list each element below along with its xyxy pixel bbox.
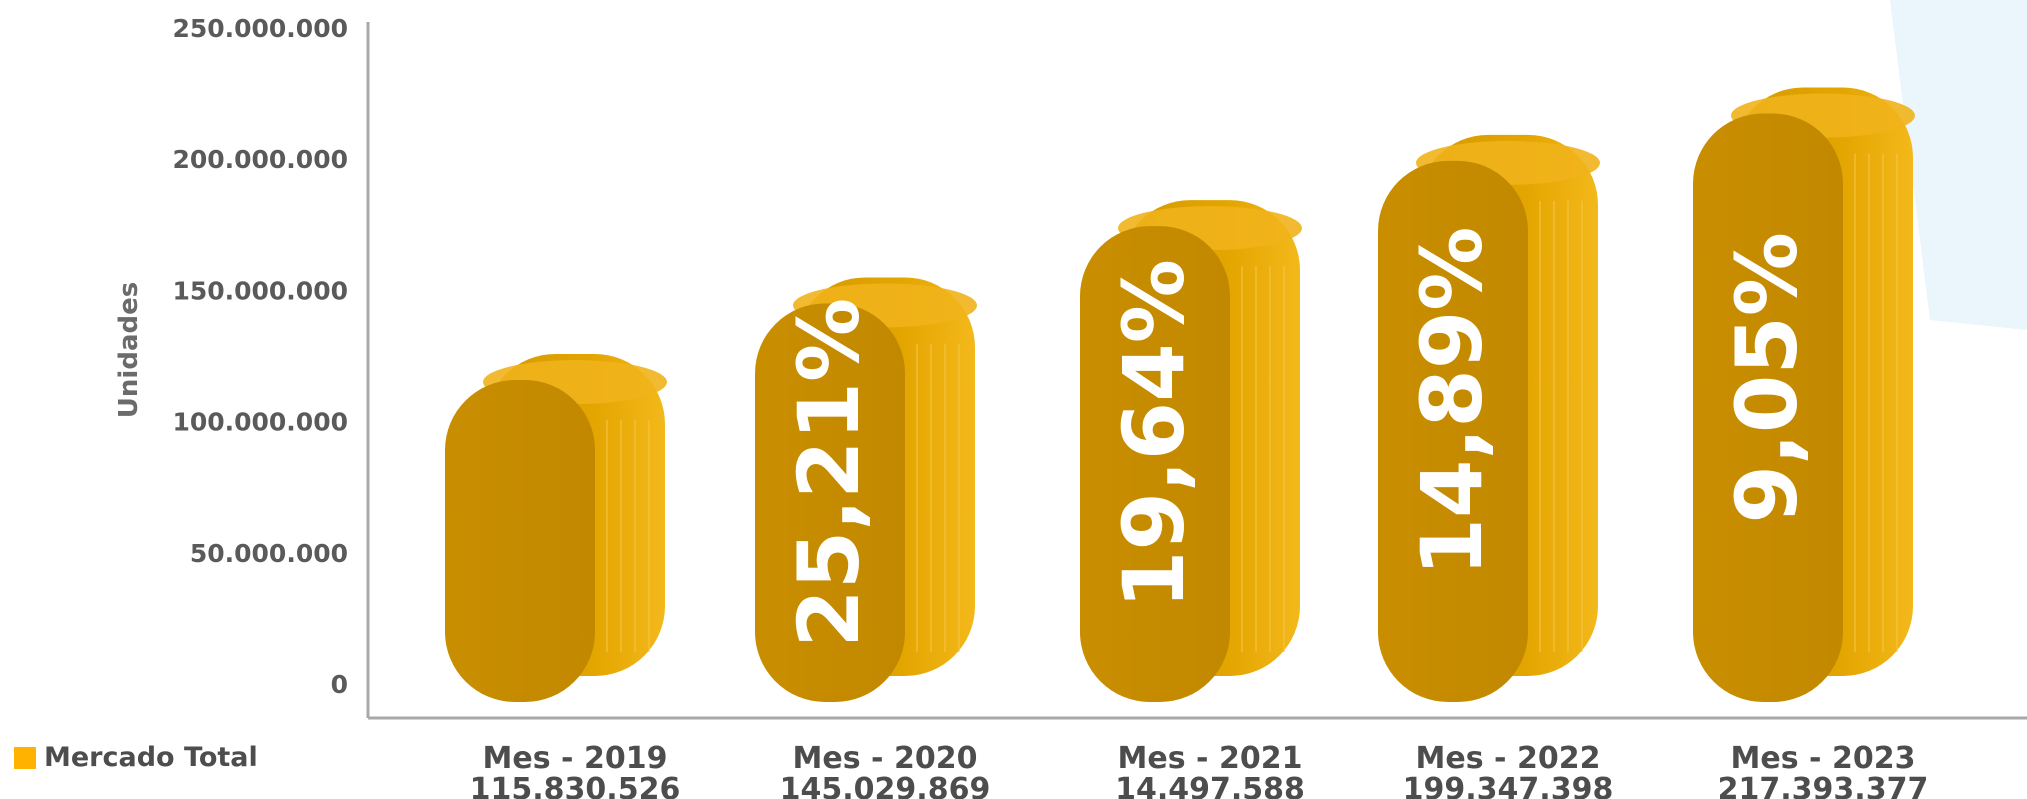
bar-front-face [1080,226,1230,702]
x-value-label: 115.830.526 [470,772,681,799]
bar-3: 19,64% [1080,200,1302,702]
y-tick-label: 150.000.000 [172,276,348,305]
background-accent [1890,0,2027,330]
y-tick-label: 250.000.000 [172,14,348,43]
legend-label: Mercado Total [44,742,258,773]
x-value-label: 14.497.588 [1115,772,1305,799]
bar-2: 25,21% [755,277,977,702]
y-tick-label: 200.000.000 [172,145,348,174]
y-axis-label: Unidades [114,282,144,418]
legend: Mercado Total [14,742,258,773]
legend-swatch-mercado-total [14,746,36,769]
y-tick-label: 0 [331,670,348,699]
x-category-label: Mes - 2023 [1731,741,1916,776]
bar-growth-label: 19,64% [1105,259,1203,609]
bar-front-face [445,380,595,702]
x-category-label: Mes - 2021 [1118,741,1303,776]
y-tick-label: 100.000.000 [172,408,348,437]
bar-growth-label: 25,21% [780,298,878,648]
x-value-label: 145.029.869 [780,772,991,799]
bar-4: 14,89% [1378,134,1600,703]
x-value-label: 199.347.398 [1403,772,1614,799]
bar-front-face [1693,113,1843,703]
x-category-label: Mes - 2022 [1416,741,1601,776]
x-category-label: Mes - 2019 [483,741,668,776]
x-category-label: Mes - 2020 [793,741,978,776]
bar-growth-label: 14,89% [1403,227,1501,577]
bar-growth-label: 9,05% [1718,232,1816,523]
bar-front-face [755,303,905,702]
x-value-label: 217.393.377 [1718,772,1929,799]
bar-1 [445,354,667,702]
y-tick-label: 50.000.000 [190,539,348,568]
bar-front-face [1378,160,1528,703]
bar-5: 9,05% [1693,87,1915,703]
